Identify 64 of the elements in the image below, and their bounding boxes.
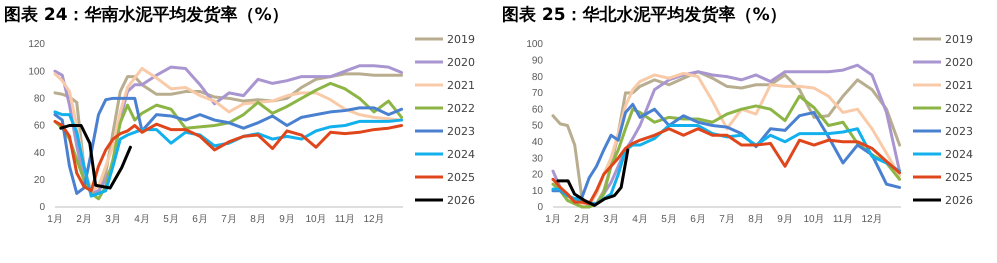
x-tick-label: 7月 — [719, 214, 735, 226]
legend-label: 2021 — [447, 79, 475, 92]
x-tick-label: 12月 — [363, 214, 385, 226]
x-tick-label: 6月 — [192, 214, 208, 226]
line-series — [556, 148, 630, 207]
x-tick-label: 5月 — [163, 214, 179, 226]
y-tick-label: 30 — [532, 153, 544, 164]
x-tick-label: 4月 — [134, 214, 150, 226]
legend-label: 2020 — [447, 56, 475, 69]
legend-label: 2026 — [945, 194, 973, 207]
legend-label: 2024 — [447, 148, 475, 161]
y-tick-label: 60 — [532, 104, 544, 116]
legend-label: 2020 — [945, 56, 973, 69]
x-tick-label: 8月 — [250, 214, 266, 226]
y-tick-label: 100 — [526, 39, 544, 50]
x-tick-label: 7月 — [221, 214, 237, 226]
y-tick-label: 80 — [34, 94, 46, 105]
y-tick-label: 60 — [34, 120, 46, 132]
legend-label: 2019 — [447, 33, 475, 46]
y-tick-label: 80 — [532, 72, 544, 83]
legend-label: 2025 — [945, 171, 973, 184]
x-tick-label: 10月 — [305, 214, 327, 226]
y-tick-label: 100 — [28, 66, 46, 78]
legend-label: 2023 — [447, 125, 475, 138]
x-tick-label: 9月 — [777, 214, 793, 226]
x-tick-label: 3月 — [603, 214, 619, 226]
x-tick-label: 6月 — [690, 214, 706, 226]
line-series — [59, 124, 132, 190]
legend-label: 2023 — [945, 125, 973, 138]
y-tick-label: 0 — [537, 202, 544, 214]
y-tick-label: 20 — [34, 175, 46, 186]
x-tick-label: 9月 — [279, 214, 295, 226]
x-tick-label: 1月 — [47, 214, 63, 226]
x-tick-label: 1月 — [545, 214, 561, 226]
x-tick-label: 11月 — [334, 214, 356, 226]
legend-label: 2025 — [447, 171, 475, 184]
y-tick-label: 120 — [28, 39, 46, 50]
line-series — [54, 120, 404, 192]
x-tick-label: 11月 — [832, 214, 854, 226]
x-tick-label: 2月 — [76, 214, 92, 226]
y-tick-label: 10 — [532, 186, 544, 197]
y-tick-label: 70 — [532, 88, 544, 100]
x-tick-label: 5月 — [661, 214, 677, 226]
y-tick-label: 50 — [532, 120, 544, 132]
x-tick-label: 2月 — [574, 214, 590, 226]
chart-title: 图表 25：华北水泥平均发货率（%） — [502, 5, 787, 25]
x-tick-label: 3月 — [105, 214, 121, 226]
legend-label: 2021 — [945, 79, 973, 92]
x-tick-label: 12月 — [861, 214, 883, 226]
legend-label: 2024 — [945, 148, 973, 161]
y-tick-label: 90 — [532, 56, 544, 66]
y-tick-label: 0 — [39, 202, 46, 214]
legend-label: 2022 — [447, 102, 475, 115]
x-tick-label: 4月 — [632, 214, 648, 226]
y-tick-label: 40 — [34, 148, 46, 159]
legend-label: 2022 — [945, 102, 973, 115]
chart-title: 图表 24：华南水泥平均发货率（%） — [4, 5, 289, 25]
line-series — [54, 96, 404, 195]
y-tick-label: 20 — [532, 170, 544, 181]
x-tick-label: 10月 — [803, 214, 825, 226]
x-tick-label: 8月 — [748, 214, 764, 226]
y-tick-label: 40 — [532, 137, 544, 148]
legend-label: 2019 — [945, 33, 973, 46]
legend-label: 2026 — [447, 194, 475, 207]
